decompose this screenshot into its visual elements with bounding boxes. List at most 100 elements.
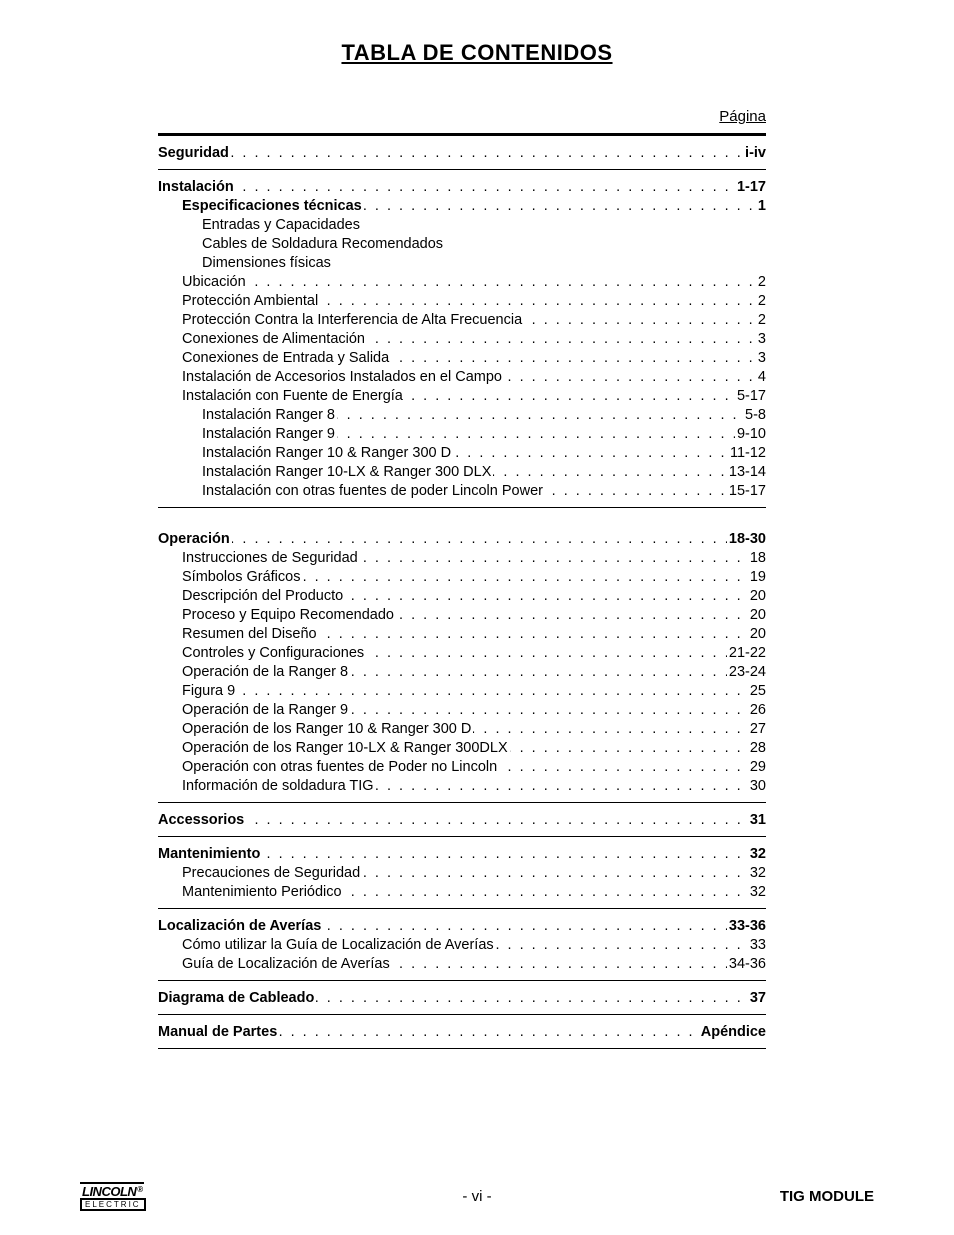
- toc-entry: . . . . . . . . . . . . . . . . . . . . …: [158, 273, 766, 292]
- toc-entry: . . . . . . . . . . . . . . . . . . . . …: [158, 917, 766, 936]
- toc-entry-page: 32: [748, 883, 766, 902]
- toc-entry-label: Especificaciones técnicas: [182, 198, 364, 214]
- toc-entry-page: 4: [756, 368, 766, 387]
- toc-entry: . . . . . . . . . . . . . . . . . . . . …: [158, 663, 766, 682]
- toc-section: . . . . . . . . . . . . . . . . . . . . …: [158, 803, 766, 836]
- toc-entry-plain: Cables de Soldadura Recomendados: [158, 235, 766, 254]
- leader-dots: . . . . . . . . . . . . . . . . . . . . …: [158, 178, 766, 197]
- toc-entry-page: 18-30: [727, 530, 766, 549]
- toc-entry-page: 30: [748, 777, 766, 796]
- toc-entry-page: 37: [748, 989, 766, 1008]
- toc-entry-label: Conexiones de Alimentación: [182, 331, 367, 347]
- toc-entry: . . . . . . . . . . . . . . . . . . . . …: [158, 444, 766, 463]
- toc-entry-label: Protección Ambiental: [182, 293, 320, 309]
- toc-entry-label: Protección Contra la Interferencia de Al…: [182, 312, 524, 328]
- toc-entry: . . . . . . . . . . . . . . . . . . . . …: [158, 625, 766, 644]
- toc-entry: . . . . . . . . . . . . . . . . . . . . …: [158, 720, 766, 739]
- toc-entry: . . . . . . . . . . . . . . . . . . . . …: [158, 989, 766, 1008]
- toc-entry: . . . . . . . . . . . . . . . . . . . . …: [158, 178, 766, 197]
- toc-entry-page: 15-17: [727, 482, 766, 501]
- toc-entry: . . . . . . . . . . . . . . . . . . . . …: [158, 936, 766, 955]
- toc-entry: . . . . . . . . . . . . . . . . . . . . …: [158, 482, 766, 501]
- toc-entry-label: Diagrama de Cableado: [158, 990, 316, 1006]
- toc-entry: . . . . . . . . . . . . . . . . . . . . …: [158, 701, 766, 720]
- toc-entry-label: Guía de Localización de Averías: [182, 956, 392, 972]
- toc-entry-label: Figura 9: [182, 683, 237, 699]
- toc-entry: . . . . . . . . . . . . . . . . . . . . …: [158, 606, 766, 625]
- section-rule: [158, 1048, 766, 1049]
- toc-entry-page: 9-10: [735, 425, 766, 444]
- toc-entry-page: 2: [756, 273, 766, 292]
- toc-entry: . . . . . . . . . . . . . . . . . . . . …: [158, 549, 766, 568]
- toc-entry: . . . . . . . . . . . . . . . . . . . . …: [158, 292, 766, 311]
- toc-entry-label: Mantenimiento: [158, 846, 262, 862]
- toc-section: . . . . . . . . . . . . . . . . . . . . …: [158, 909, 766, 980]
- toc-entry: . . . . . . . . . . . . . . . . . . . . …: [158, 811, 766, 830]
- toc-entry-page: 34-36: [727, 955, 766, 974]
- toc-entry-label: Ubicación: [182, 274, 248, 290]
- toc-entry-label: Instalación Ranger 9: [202, 426, 337, 442]
- toc-entry-label: Símbolos Gráficos: [182, 569, 302, 585]
- toc-entry-page: 20: [748, 606, 766, 625]
- page-title: TABLA DE CONTENIDOS: [80, 40, 874, 66]
- toc-entry-label: Instrucciones de Seguridad: [182, 550, 360, 566]
- toc-entry-label: Precauciones de Seguridad: [182, 865, 362, 881]
- toc-entry-page: 32: [748, 845, 766, 864]
- toc-entry-label: Operación: [158, 531, 232, 547]
- toc-entry-label: Instalación con Fuente de Energía: [182, 388, 405, 404]
- toc-section: . . . . . . . . . . . . . . . . . . . . …: [158, 837, 766, 908]
- toc-entry-label: Manual de Partes: [158, 1024, 279, 1040]
- toc-entry-plain: Dimensiones físicas: [158, 254, 766, 273]
- toc-entry-label: Operación de los Ranger 10 & Ranger 300 …: [182, 721, 473, 737]
- toc-entry-label: Accessorios: [158, 812, 246, 828]
- toc-entry-label: Operación de la Ranger 9: [182, 702, 350, 718]
- toc-entry-page: 23-24: [727, 663, 766, 682]
- toc-entry: . . . . . . . . . . . . . . . . . . . . …: [158, 845, 766, 864]
- toc-entry: . . . . . . . . . . . . . . . . . . . . …: [158, 311, 766, 330]
- toc-entry: . . . . . . . . . . . . . . . . . . . . …: [158, 387, 766, 406]
- footer: LINCOLN® ELECTRIC - vi - TIG MODULE: [0, 1167, 954, 1211]
- toc-entry-label: Controles y Configuraciones: [182, 645, 366, 661]
- toc-entry-page: 27: [748, 720, 766, 739]
- toc-entry: . . . . . . . . . . . . . . . . . . . . …: [158, 330, 766, 349]
- toc-entry: . . . . . . . . . . . . . . . . . . . . …: [158, 530, 766, 549]
- toc-section: . . . . . . . . . . . . . . . . . . . . …: [158, 981, 766, 1014]
- toc-entry-page: 31: [748, 811, 766, 830]
- toc-entry-label: Información de soldadura TIG: [182, 778, 376, 794]
- toc-entry-page: 33-36: [727, 917, 766, 936]
- toc-entry: . . . . . . . . . . . . . . . . . . . . …: [158, 864, 766, 883]
- toc-entry-label: Descripción del Producto: [182, 588, 345, 604]
- toc-entry: . . . . . . . . . . . . . . . . . . . . …: [158, 197, 766, 216]
- toc-section: . . . . . . . . . . . . . . . . . . . . …: [158, 170, 766, 507]
- toc-section: . . . . . . . . . . . . . . . . . . . . …: [158, 1015, 766, 1048]
- toc-entry-label: Operación de los Ranger 10-LX & Ranger 3…: [182, 740, 510, 756]
- toc-entry-label: Localización de Averías: [158, 918, 323, 934]
- toc-entry: . . . . . . . . . . . . . . . . . . . . …: [158, 883, 766, 902]
- toc-entry-page: 5-17: [735, 387, 766, 406]
- toc-entry-label: Proceso y Equipo Recomendado: [182, 607, 396, 623]
- toc-entry-plain: Entradas y Capacidades: [158, 216, 766, 235]
- leader-dots: . . . . . . . . . . . . . . . . . . . . …: [158, 530, 766, 549]
- toc-entry: . . . . . . . . . . . . . . . . . . . . …: [158, 955, 766, 974]
- toc-entry-page: 2: [756, 311, 766, 330]
- toc-entry: . . . . . . . . . . . . . . . . . . . . …: [158, 682, 766, 701]
- toc-content: . . . . . . . . . . . . . . . . . . . . …: [158, 133, 766, 1049]
- product-name: TIG MODULE: [780, 1188, 874, 1205]
- toc-entry-page: 33: [748, 936, 766, 955]
- toc-entry: . . . . . . . . . . . . . . . . . . . . …: [158, 739, 766, 758]
- toc-entry: . . . . . . . . . . . . . . . . . . . . …: [158, 644, 766, 663]
- toc-entry-label: Mantenimiento Periódico: [182, 884, 344, 900]
- toc-entry-page: 5-8: [743, 406, 766, 425]
- toc-entry: . . . . . . . . . . . . . . . . . . . . …: [158, 406, 766, 425]
- toc-entry-label: Conexiones de Entrada y Salida: [182, 350, 391, 366]
- toc-entry-page: 21-22: [727, 644, 766, 663]
- toc-entry: . . . . . . . . . . . . . . . . . . . . …: [158, 777, 766, 796]
- toc-entry-page: Apéndice: [699, 1023, 766, 1042]
- toc-entry-page: 18: [748, 549, 766, 568]
- toc-entry-label: Instalación Ranger 10 & Ranger 300 D: [202, 445, 453, 461]
- toc-entry: . . . . . . . . . . . . . . . . . . . . …: [158, 758, 766, 777]
- toc-entry: . . . . . . . . . . . . . . . . . . . . …: [158, 463, 766, 482]
- toc-entry: . . . . . . . . . . . . . . . . . . . . …: [158, 349, 766, 368]
- toc-entry-page: 3: [756, 349, 766, 368]
- toc-entry-page: 26: [748, 701, 766, 720]
